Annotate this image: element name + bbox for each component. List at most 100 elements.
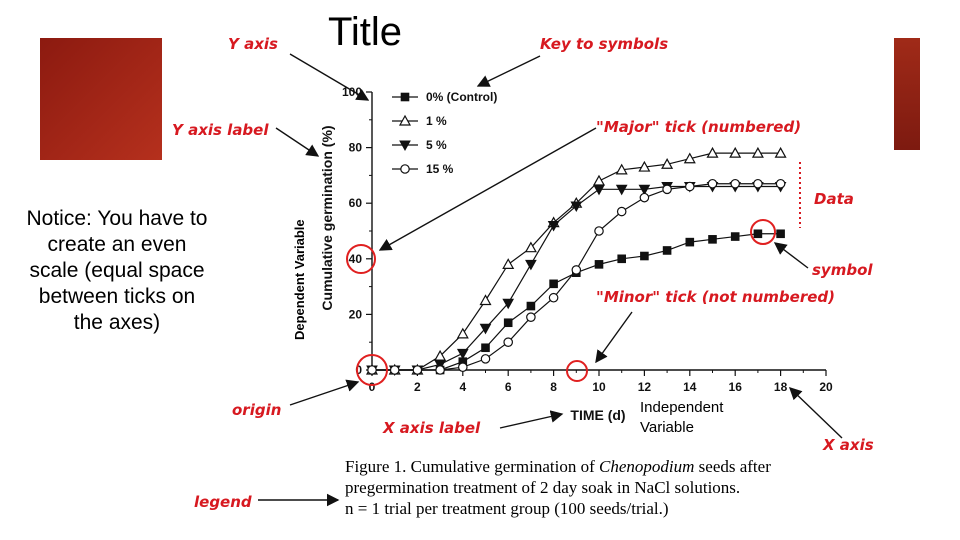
data-point [594, 260, 604, 269]
x-tick-label: 10 [592, 380, 606, 394]
caption-line-3: n = 1 trial per treatment group (100 see… [345, 499, 669, 518]
data-point [706, 146, 719, 158]
legend-label: 1 % [426, 114, 447, 128]
data-point [730, 232, 740, 241]
data-point [434, 359, 446, 371]
annotation-symbol: symbol [812, 261, 873, 279]
legend-marker [399, 140, 411, 152]
slide-title: Title [327, 10, 403, 54]
data-point [594, 226, 604, 236]
data-point [615, 163, 628, 175]
data-point [525, 259, 537, 271]
annotation-major-tick: "Major" tick (numbered) [596, 118, 801, 136]
data-point [753, 229, 763, 239]
highlight-origin [356, 354, 388, 386]
y-tick-label: 80 [349, 141, 363, 155]
data-point [707, 178, 718, 189]
arrow-y-axis-label [275, 127, 320, 157]
decorative-corner-right [894, 38, 920, 150]
highlight-major-tick [346, 244, 376, 274]
data-point [526, 301, 536, 311]
data-point [570, 201, 583, 213]
x-tick-label: 6 [505, 380, 512, 394]
x-tick-label: 14 [683, 380, 697, 394]
y-tick-label: 20 [349, 307, 363, 321]
data-point [685, 237, 695, 247]
highlight-symbol [750, 219, 776, 245]
data-point [456, 348, 469, 360]
data-point [617, 254, 627, 264]
y-tick-label: 0 [355, 363, 362, 377]
data-point [456, 327, 469, 339]
y-tick-label: 60 [349, 196, 363, 210]
arrow-origin [289, 379, 360, 406]
legend-label: 0% (Control) [426, 90, 497, 104]
highlight-minor-tick [566, 360, 588, 382]
data-point [661, 158, 674, 169]
series-line [372, 185, 781, 371]
y-axis-label: Cumulative germination (%) [319, 125, 335, 310]
decorative-corner-left [40, 38, 162, 160]
data-point [638, 184, 651, 196]
data-point [592, 174, 606, 186]
annotation-origin: origin [232, 401, 281, 419]
data-point [615, 184, 628, 196]
data-point [593, 184, 605, 196]
data-point [775, 178, 786, 189]
data-point [367, 365, 377, 375]
annotation-data: Data [814, 190, 854, 208]
annotation-layer: Y axis Key to symbols Y axis label "Major" … [172, 35, 874, 511]
data-point [435, 365, 445, 375]
data-point [683, 152, 696, 164]
data-point [480, 354, 491, 364]
data-point [776, 229, 785, 239]
data-point [662, 246, 672, 255]
x-tick-label: 16 [729, 380, 743, 394]
x-tick-label: 4 [459, 380, 466, 394]
x-tick-label: 20 [819, 380, 833, 394]
x-tick-label: 2 [414, 380, 421, 394]
independent-variable-label: Independent Variable [640, 399, 724, 436]
data-point [524, 241, 537, 253]
data-point [412, 365, 423, 375]
caption-line-1: Figure 1. Cumulative germination of Chen… [345, 457, 771, 476]
data-point [571, 265, 582, 275]
data-point [774, 146, 787, 158]
data-point [548, 292, 559, 303]
arrow-x-axis [788, 387, 843, 439]
legend-marker [398, 114, 412, 126]
data-point [479, 294, 492, 306]
annotation-key-to-symbols: Key to symbols [540, 35, 668, 53]
x-tick-label: 12 [638, 380, 652, 394]
data-point [549, 279, 558, 289]
notice-text: Notice: You have to create an even scale… [26, 207, 208, 334]
series-line [372, 152, 781, 371]
arrow-key-to-symbols [476, 55, 541, 87]
data-point [638, 160, 651, 172]
caption-line-2: pregermination treatment of 2 day soak i… [345, 478, 741, 497]
series-1 [365, 146, 787, 375]
annotation-x-axis-label: X axis label [382, 419, 481, 437]
data-point [503, 337, 513, 347]
legend-label: 5 % [426, 138, 447, 152]
data-point [526, 312, 536, 322]
x-tick-label: 8 [550, 380, 557, 394]
annotation-y-axis-label: Y axis label [172, 121, 269, 139]
arrow-major-tick [378, 127, 597, 251]
annotation-legend: legend [194, 493, 252, 511]
x-axis-label: TIME (d) [570, 407, 625, 423]
data-point [503, 318, 513, 328]
annotation-y-axis: Y axis [228, 35, 278, 53]
data-point [662, 184, 672, 195]
data-point [616, 206, 627, 217]
data-point [751, 146, 764, 158]
legend-marker [400, 164, 410, 174]
legend-label: 15 % [426, 162, 454, 176]
annotation-x-axis: X axis [822, 436, 874, 454]
arrow-symbol [773, 242, 809, 269]
legend-marker [400, 92, 410, 102]
data-point [729, 146, 742, 158]
data-point [479, 323, 492, 335]
